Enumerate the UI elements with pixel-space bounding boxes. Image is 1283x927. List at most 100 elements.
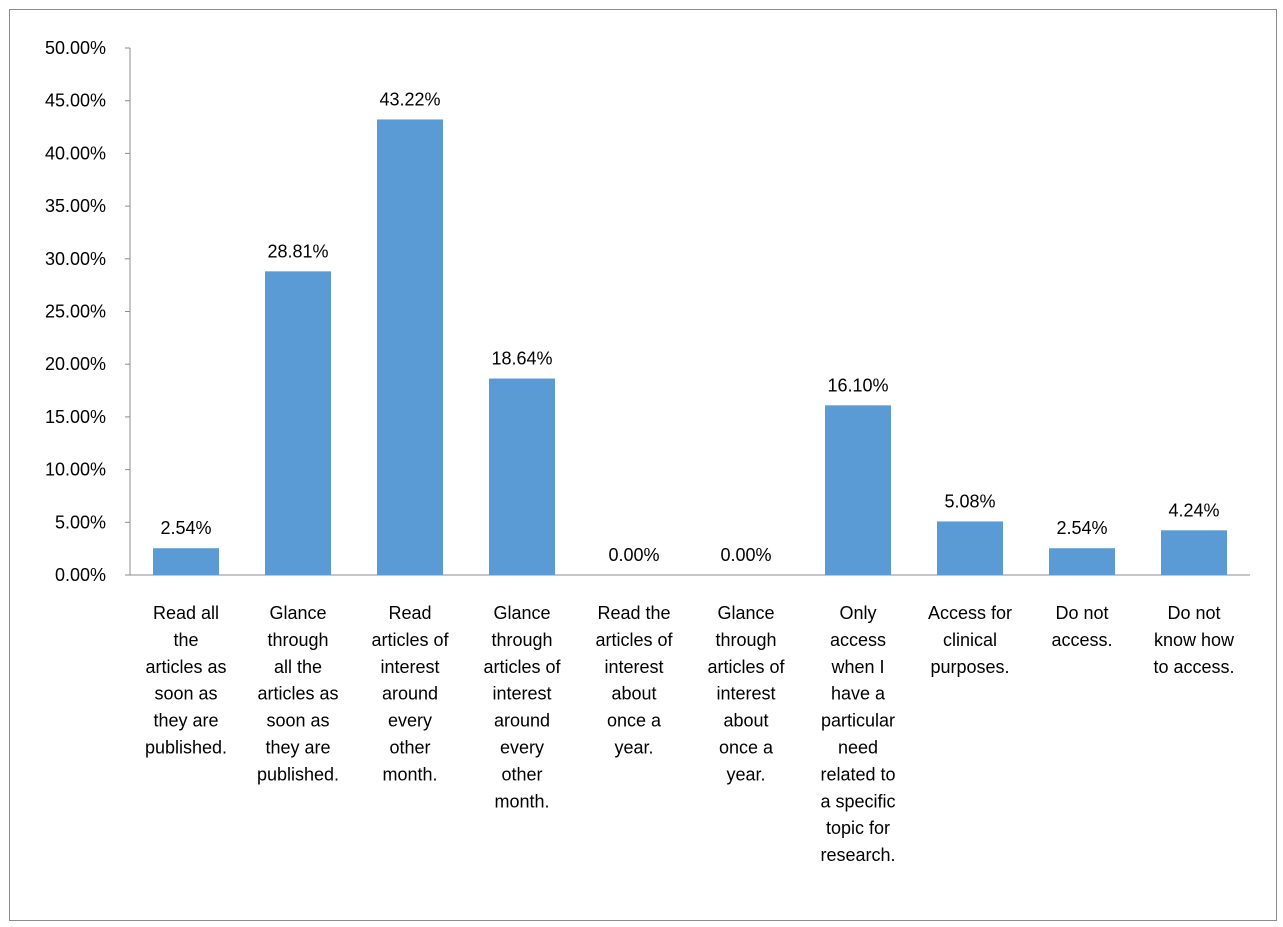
category-label-line: Read: [388, 603, 431, 623]
category-label-line: every: [500, 738, 544, 758]
category-label-line: Glance: [493, 603, 550, 623]
category-label-line: soon as: [154, 684, 217, 704]
category-label-line: soon as: [266, 711, 329, 731]
category-label-line: Glance: [717, 603, 774, 623]
category-label-line: related to: [820, 764, 895, 784]
y-tick-label: 50.00%: [45, 38, 106, 58]
category-label-line: interest: [492, 684, 551, 704]
category-label: Glance through all the articles as soon as th…: [257, 603, 339, 784]
category-label-line: through: [715, 630, 776, 650]
category-label-line: the: [173, 630, 198, 650]
bars-layer: [153, 119, 1227, 575]
category-label: Only access when I have a particular need rela…: [820, 603, 895, 865]
category-label: Read articles of interest around every other m…: [371, 603, 449, 784]
category-label-line: about: [611, 684, 656, 704]
category-label-line: around: [494, 711, 550, 731]
category-label-line: Do not: [1167, 603, 1220, 623]
category-label: Glance through articles of interest about onc…: [707, 603, 785, 784]
category-label-line: Access for: [928, 603, 1012, 623]
category-label-line: year.: [614, 738, 653, 758]
category-label-line: they are: [153, 711, 218, 731]
category-label-line: articles as: [145, 657, 226, 677]
category-label-line: interest: [380, 657, 439, 677]
category-label: Access for clinical purposes.: [928, 603, 1012, 677]
category-label-line: a specific: [820, 791, 895, 811]
category-label-line: year.: [726, 764, 765, 784]
category-label-line: articles of: [483, 657, 561, 677]
category-label-line: to access.: [1153, 657, 1234, 677]
category-label-line: through: [267, 630, 328, 650]
y-tick-label: 20.00%: [45, 354, 106, 374]
category-label-line: Only: [839, 603, 876, 623]
category-label-line: published.: [145, 738, 227, 758]
bar: [1049, 548, 1115, 575]
category-label: Do not access.: [1051, 603, 1112, 650]
y-tick-label: 40.00%: [45, 143, 106, 163]
category-label-line: access.: [1051, 630, 1112, 650]
category-label-line: articles of: [707, 657, 785, 677]
category-label-line: have a: [831, 684, 886, 704]
category-label-line: all the: [274, 657, 322, 677]
data-label: 0.00%: [608, 545, 659, 565]
category-label-line: they are: [265, 738, 330, 758]
category-label-line: articles as: [257, 684, 338, 704]
data-label: 2.54%: [160, 518, 211, 538]
y-tick-label: 45.00%: [45, 91, 106, 111]
category-label: Read the articles of interest about once a ye…: [595, 603, 673, 758]
category-label-line: purposes.: [930, 657, 1009, 677]
category-label-line: Do not: [1055, 603, 1108, 623]
category-label-line: once a: [607, 711, 662, 731]
data-label: 0.00%: [720, 545, 771, 565]
category-label-line: other: [501, 764, 542, 784]
category-label-line: month.: [494, 791, 549, 811]
bar: [377, 119, 443, 575]
category-label-line: particular: [821, 711, 895, 731]
bar: [937, 521, 1003, 575]
category-label-line: month.: [382, 764, 437, 784]
y-tick-label: 5.00%: [55, 512, 106, 532]
data-label: 4.24%: [1168, 500, 1219, 520]
category-label-line: Glance: [269, 603, 326, 623]
data-label: 43.22%: [379, 89, 440, 109]
data-label: 5.08%: [944, 491, 995, 511]
bar: [1161, 530, 1227, 575]
category-label-line: interest: [604, 657, 663, 677]
bar: [153, 548, 219, 575]
data-label: 28.81%: [267, 241, 328, 261]
category-label-line: access: [830, 630, 886, 650]
category-label: Glance through articles of interest around ev…: [483, 603, 561, 811]
y-tick-label: 25.00%: [45, 302, 106, 322]
data-label: 2.54%: [1056, 518, 1107, 538]
category-label-line: know how: [1154, 630, 1235, 650]
category-label-line: every: [388, 711, 432, 731]
category-label-line: articles of: [371, 630, 449, 650]
category-label-line: once a: [719, 738, 774, 758]
y-tick-label: 10.00%: [45, 460, 106, 480]
category-label-line: articles of: [595, 630, 673, 650]
y-tick-label: 15.00%: [45, 407, 106, 427]
y-tick-label: 0.00%: [55, 565, 106, 585]
category-label-line: about: [723, 711, 768, 731]
category-label-line: Read all: [153, 603, 219, 623]
category-label-line: topic for: [826, 818, 890, 838]
category-label-line: need: [838, 738, 878, 758]
category-label-line: other: [389, 738, 430, 758]
bar: [265, 271, 331, 575]
category-label: Do not know how to access.: [1153, 603, 1235, 677]
y-tick-label: 30.00%: [45, 249, 106, 269]
category-label-line: through: [491, 630, 552, 650]
bar: [489, 379, 555, 575]
category-label-line: interest: [716, 684, 775, 704]
category-label: Read all the articles as soon as they are pub…: [145, 603, 227, 758]
category-label-line: research.: [820, 845, 895, 865]
category-label-line: clinical: [943, 630, 997, 650]
bar: [825, 405, 891, 575]
data-label: 18.64%: [491, 349, 552, 369]
category-label-line: published.: [257, 764, 339, 784]
category-label-line: around: [382, 684, 438, 704]
category-label-line: when I: [830, 657, 884, 677]
data-label: 16.10%: [827, 375, 888, 395]
y-tick-label: 35.00%: [45, 196, 106, 216]
category-label-line: Read the: [597, 603, 670, 623]
